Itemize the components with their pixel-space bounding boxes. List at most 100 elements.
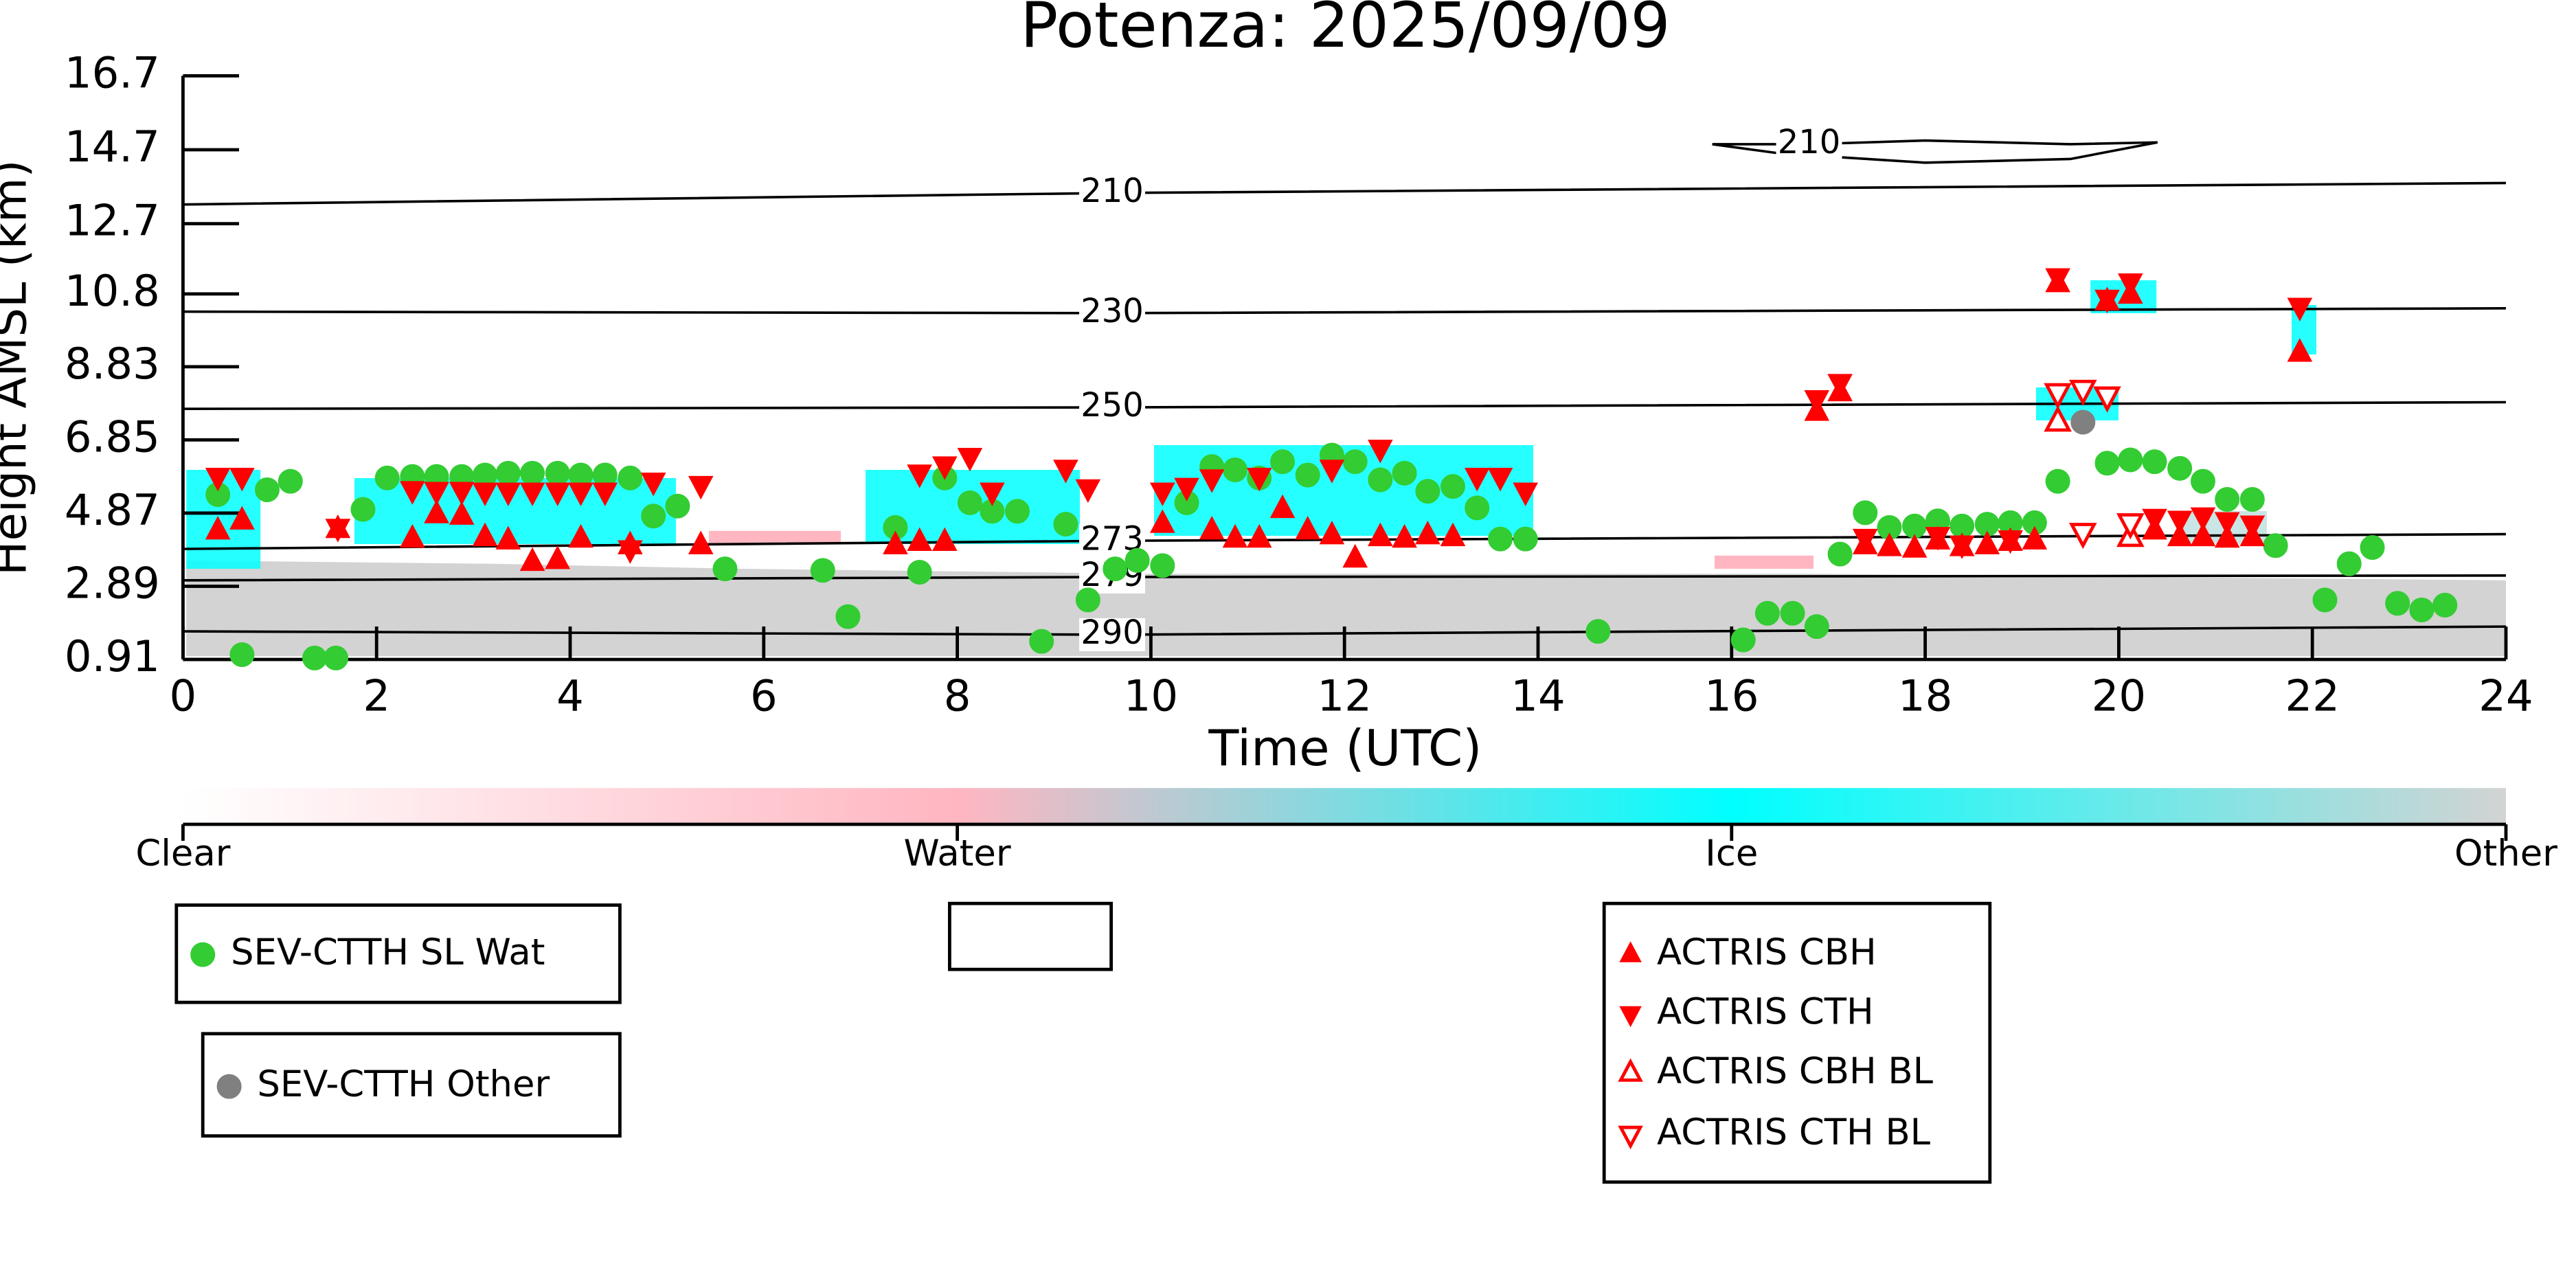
legend-marker bbox=[1619, 1006, 1642, 1028]
point bbox=[1465, 495, 1490, 521]
colorbar-label: Ice bbox=[1705, 833, 1758, 874]
point bbox=[1440, 474, 1466, 499]
contour-label-bg bbox=[1776, 127, 1842, 161]
point bbox=[1827, 374, 1853, 398]
point bbox=[2167, 510, 2193, 534]
point bbox=[2214, 523, 2240, 548]
legend-marker bbox=[1619, 941, 1642, 962]
x-tick-label: 10 bbox=[1124, 671, 1178, 721]
point bbox=[1174, 477, 1199, 501]
x-tick-label: 24 bbox=[2478, 671, 2533, 721]
point bbox=[324, 645, 349, 670]
point bbox=[1075, 479, 1101, 504]
point bbox=[1877, 532, 1902, 556]
colorbar-label: Water bbox=[904, 833, 1011, 874]
point bbox=[1754, 600, 1780, 626]
y-tick-label: 12.7 bbox=[65, 196, 160, 246]
legend-box bbox=[1602, 901, 1992, 1184]
point bbox=[1295, 462, 1320, 488]
point bbox=[1853, 500, 1878, 526]
legend-label: ACTRIS CTH bbox=[1657, 991, 1874, 1033]
point bbox=[618, 465, 643, 490]
point bbox=[495, 482, 521, 506]
point bbox=[1295, 516, 1320, 540]
point bbox=[1487, 468, 1513, 492]
contour-label: 210 bbox=[1778, 123, 1841, 161]
point bbox=[2215, 487, 2240, 512]
x-tick-label: 0 bbox=[170, 671, 197, 721]
point bbox=[2142, 508, 2167, 533]
legend-marker bbox=[1618, 1125, 1643, 1150]
point bbox=[1222, 523, 1248, 548]
point bbox=[568, 482, 594, 506]
point bbox=[350, 497, 376, 522]
point bbox=[2287, 338, 2313, 362]
legend-label: ACTRIS CBH BL bbox=[1657, 1050, 1934, 1092]
y-axis-label: Height AMSL (km) bbox=[0, 159, 37, 576]
point bbox=[2239, 515, 2266, 539]
point bbox=[2068, 379, 2097, 406]
point bbox=[1149, 509, 1175, 533]
point bbox=[1513, 526, 1538, 552]
legend-label: SEV-CTTH SL Wat bbox=[231, 931, 545, 973]
y-tick-label: 2.89 bbox=[65, 558, 160, 609]
x-tick-label: 18 bbox=[1898, 671, 1952, 721]
point bbox=[2239, 487, 2265, 512]
legend-marker bbox=[216, 1074, 242, 1099]
point bbox=[424, 499, 449, 523]
contour-label: 210 bbox=[1081, 172, 1144, 210]
mask-water bbox=[1715, 555, 1814, 569]
point bbox=[472, 522, 498, 547]
point bbox=[618, 540, 643, 564]
point bbox=[688, 530, 714, 554]
point bbox=[1974, 530, 2000, 554]
point bbox=[229, 468, 255, 492]
legend-label: ACTRIS CTH BL bbox=[1657, 1111, 1931, 1153]
point bbox=[665, 493, 690, 519]
contour-line bbox=[183, 307, 2507, 315]
x-tick-label: 14 bbox=[1511, 671, 1565, 721]
point bbox=[640, 473, 666, 497]
legend-box bbox=[174, 903, 622, 1004]
point bbox=[1149, 482, 1175, 506]
point bbox=[1827, 541, 1853, 567]
y-tick-label: 16.7 bbox=[65, 47, 160, 98]
point bbox=[1319, 460, 1345, 484]
x-tick-label: 16 bbox=[1704, 671, 1759, 721]
point bbox=[2360, 534, 2385, 560]
point bbox=[592, 482, 618, 506]
point bbox=[2142, 449, 2167, 475]
x-tick-label: 8 bbox=[944, 671, 971, 721]
point bbox=[2093, 386, 2121, 413]
point bbox=[2263, 533, 2288, 558]
point bbox=[1053, 512, 1078, 537]
point bbox=[205, 516, 231, 540]
chart-title: Potenza: 2025/09/09 bbox=[1020, 0, 1670, 62]
point bbox=[2190, 522, 2216, 547]
point bbox=[1464, 468, 1490, 492]
point bbox=[520, 460, 545, 486]
point bbox=[1125, 547, 1150, 573]
contour-label-bg bbox=[1079, 296, 1146, 330]
point bbox=[2336, 551, 2362, 576]
point bbox=[1804, 390, 1830, 414]
point bbox=[205, 468, 231, 492]
point bbox=[883, 530, 908, 554]
point bbox=[2287, 297, 2313, 321]
legend-marker bbox=[1618, 1058, 1643, 1082]
point bbox=[2385, 591, 2410, 616]
y-tick-label: 6.85 bbox=[65, 411, 160, 462]
point bbox=[1368, 440, 1393, 464]
point bbox=[325, 519, 351, 543]
point bbox=[2167, 522, 2193, 547]
point bbox=[1368, 467, 1393, 493]
point bbox=[907, 527, 932, 552]
point bbox=[810, 558, 835, 583]
x-tick-label: 20 bbox=[2092, 671, 2146, 721]
point bbox=[495, 460, 521, 486]
point bbox=[1415, 479, 1440, 504]
y-tick-label: 10.8 bbox=[65, 266, 160, 316]
